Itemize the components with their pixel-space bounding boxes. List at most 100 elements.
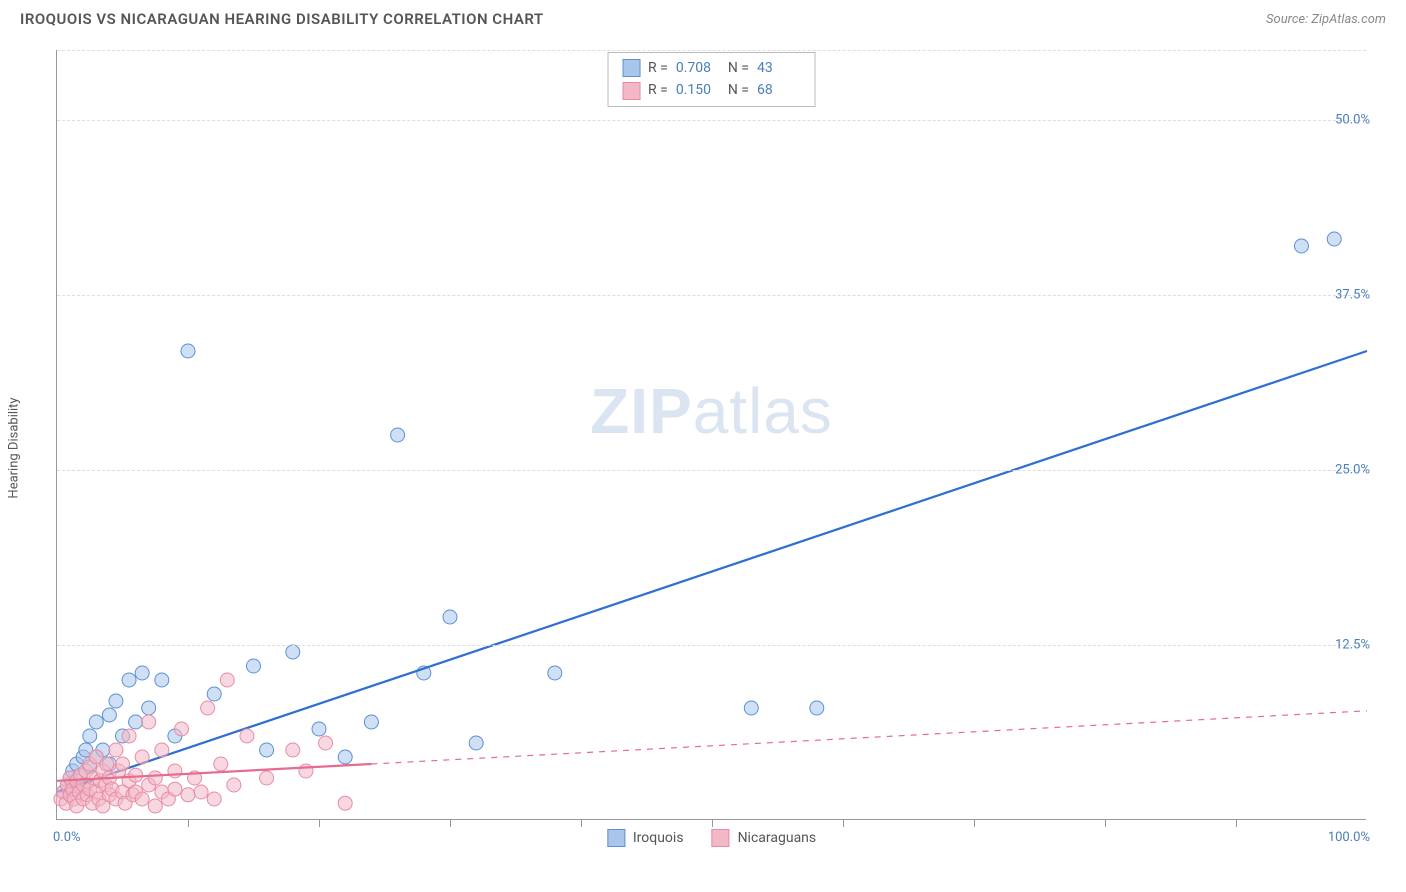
series-legend: Iroquois Nicaraguans [607,829,816,847]
data-point [129,715,143,729]
data-point [1327,232,1341,246]
legend-label: Nicaraguans [738,830,817,846]
chart-title: IROQUOIS VS NICARAGUAN HEARING DISABILIT… [20,10,544,28]
stat-r-label: R = [648,79,668,101]
x-max-label: 100.0% [1328,830,1370,845]
data-point [201,701,215,715]
legend-item: Nicaraguans [712,829,817,847]
data-point [548,666,562,680]
x-tick [1105,819,1106,827]
x-tick [843,819,844,827]
x-tick [1236,819,1237,827]
stat-n-label: N = [728,57,749,79]
gridline-h [57,295,1366,296]
data-point [148,771,162,785]
data-point [168,782,182,796]
data-point [260,743,274,757]
data-point [122,673,136,687]
data-point [89,715,103,729]
trend-line-ext [371,711,1367,764]
data-point [102,708,116,722]
data-point [181,788,195,802]
data-point [174,722,188,736]
data-point [135,666,149,680]
stats-row: R = 0.150 N = 68 [622,79,801,101]
x-tick [188,819,189,827]
data-point [116,757,130,771]
gridline-h [57,645,1366,646]
x-min-label: 0.0% [53,830,81,845]
stat-n-value: 43 [757,57,801,79]
data-point [338,796,352,810]
data-point [129,768,143,782]
legend-item: Iroquois [607,829,684,847]
data-point [207,687,221,701]
data-point [109,743,123,757]
data-point [364,715,378,729]
plot-area: ZIPatlas 12.5%25.0%37.5%50.0%0.0%100.0%R… [56,50,1366,820]
stats-row: R = 0.708 N = 43 [622,57,801,79]
data-point [109,694,123,708]
stats-legend: R = 0.708 N = 43 R = 0.150 N = 68 [607,52,816,107]
data-point [286,645,300,659]
legend-label: Iroquois [633,830,684,846]
chart-header: IROQUOIS VS NICARAGUAN HEARING DISABILIT… [0,0,1406,34]
data-point [155,673,169,687]
data-point [247,659,261,673]
data-point [220,673,234,687]
gridline-h [57,50,1366,51]
stat-n-value: 68 [757,79,801,101]
stat-n-label: N = [728,79,749,101]
y-tick-label: 37.5% [1335,288,1370,303]
data-point [260,771,274,785]
data-point [142,701,156,715]
data-point [1295,239,1309,253]
data-point [227,778,241,792]
stat-r-value: 0.150 [676,79,720,101]
gridline-h [57,470,1366,471]
stat-r-value: 0.708 [676,57,720,79]
y-axis-label: Hearing Disability [7,397,22,498]
legend-swatch [607,829,625,847]
x-tick [974,819,975,827]
data-point [135,750,149,764]
data-point [443,610,457,624]
data-point [338,750,352,764]
data-point [744,701,758,715]
x-tick [450,819,451,827]
chart-source: Source: ZipAtlas.com [1266,12,1386,27]
data-point [810,701,824,715]
data-point [155,743,169,757]
legend-swatch [622,59,640,77]
data-point [122,729,136,743]
chart-container: Hearing Disability ZIPatlas 12.5%25.0%37… [20,38,1386,858]
y-tick-label: 25.0% [1335,463,1370,478]
data-point [83,729,97,743]
data-point [214,757,228,771]
y-tick-label: 50.0% [1335,113,1370,128]
legend-swatch [622,82,640,100]
data-point [240,729,254,743]
data-point [286,743,300,757]
data-point [319,736,333,750]
data-point [148,799,162,813]
x-tick [581,819,582,827]
trend-line [57,351,1367,792]
data-point [168,764,182,778]
stat-r-label: R = [648,57,668,79]
data-point [194,785,208,799]
data-point [312,722,326,736]
chart-svg [57,50,1367,820]
data-point [299,764,313,778]
legend-swatch [712,829,730,847]
data-point [391,428,405,442]
gridline-h [57,120,1366,121]
data-point [207,792,221,806]
x-tick [712,819,713,827]
y-tick-label: 12.5% [1335,638,1370,653]
x-tick [319,819,320,827]
data-point [181,344,195,358]
data-point [142,715,156,729]
data-point [469,736,483,750]
data-point [135,792,149,806]
